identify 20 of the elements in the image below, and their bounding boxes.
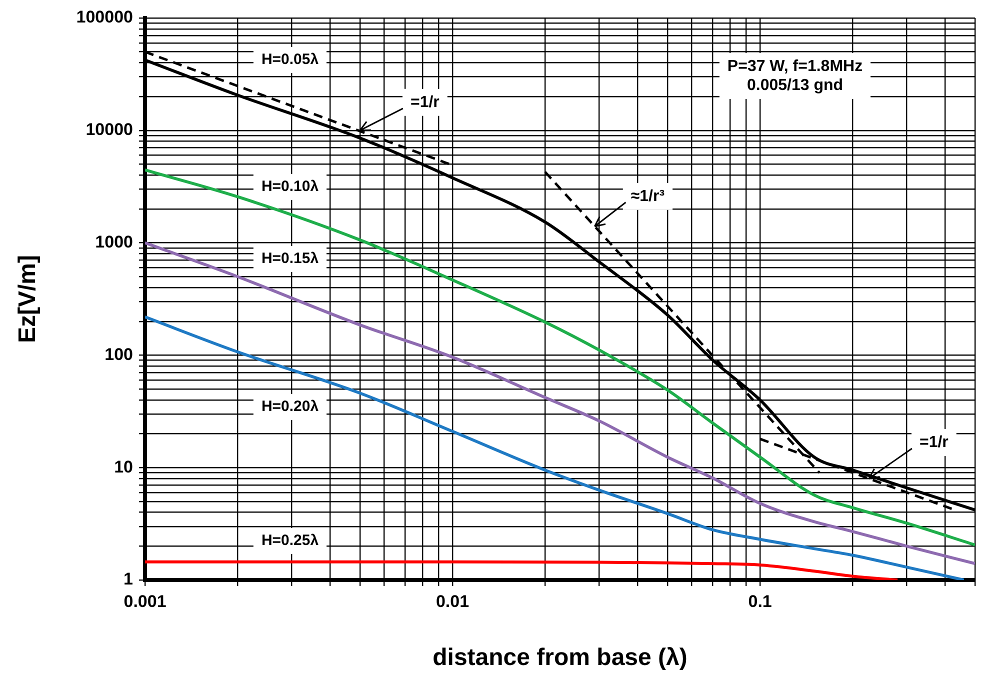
y-tick-label: 100000: [76, 8, 133, 27]
y-tick-label: 1: [124, 570, 133, 589]
series-label: H=0.15λ: [261, 250, 320, 268]
y-tick-label: 100: [104, 344, 133, 364]
y-axis-title: Ez[V/m]: [14, 254, 42, 344]
x-tick-label: 0.01: [436, 592, 470, 611]
series-label: H=0.20λ: [261, 398, 320, 416]
y-tick-label: 1000: [95, 232, 133, 252]
x-tick-label: 0.1: [748, 592, 772, 611]
annotation: =1/r: [410, 94, 440, 111]
x-tick-label: 0.001: [124, 592, 166, 611]
y-tick-label: 10: [114, 457, 133, 476]
text: H=0.05λ: [261, 51, 320, 68]
annotation: =1/r: [919, 434, 948, 451]
series-label: H=0.10λ: [261, 178, 320, 196]
series-label: H=0.25λ: [261, 532, 320, 550]
annotation: P=37 W, f=1.8MHz 0.005/13 gnd: [727, 58, 863, 94]
y-tick-label: 10000: [86, 120, 133, 140]
annotation: ≈1/r³: [630, 188, 665, 205]
x-axis-title: distance from base (λ): [432, 644, 688, 672]
